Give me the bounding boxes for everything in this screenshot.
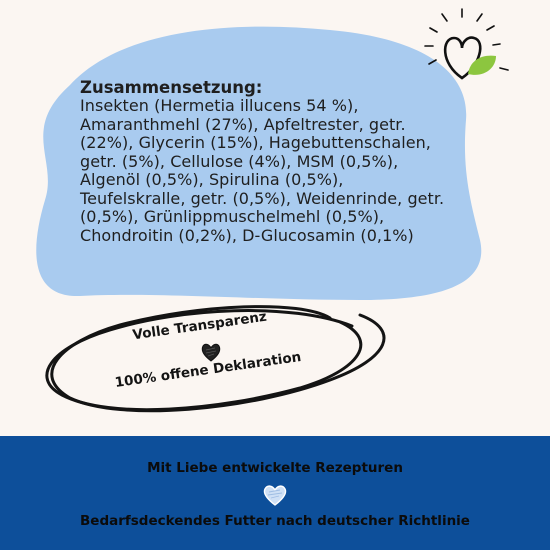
footer-banner: Mit Liebe entwickelte Rezepturen Bedarfs… bbox=[0, 436, 550, 550]
composition-line: Amaranthmehl (27%), Apfeltrester, getr. bbox=[80, 114, 406, 134]
outline-heart-icon bbox=[263, 485, 287, 506]
composition-title: Zusammensetzung: bbox=[80, 78, 263, 97]
scribble-heart-icon bbox=[201, 343, 221, 362]
heart-leaf-icon bbox=[424, 8, 509, 80]
composition-line: getr. (5%), Cellulose (4%), MSM (0,5%), bbox=[80, 151, 399, 171]
composition-line: Teufelskralle, getr. (0,5%), Weidenrinde… bbox=[80, 188, 445, 208]
footer-line-2: Bedarfsdeckendes Futter nach deutscher R… bbox=[80, 513, 470, 529]
composition-block: Zusammensetzung: Insekten (Hermetia illu… bbox=[80, 78, 480, 245]
composition-line: Chondroitin (0,2%), D-Glucosamin (0,1%) bbox=[80, 225, 414, 245]
composition-line: (22%), Glycerin (15%), Hagebuttenschalen… bbox=[80, 133, 431, 152]
composition-line: Insekten (Hermetia illucens 54 %), bbox=[80, 96, 359, 115]
composition-line: Algenöl (0,5%), Spirulina (0,5%), bbox=[80, 170, 344, 189]
composition-line: (0,5%), Grünlippmuschelmehl (0,5%), bbox=[80, 207, 385, 226]
footer-line-1: Mit Liebe entwickelte Rezepturen bbox=[147, 460, 403, 476]
